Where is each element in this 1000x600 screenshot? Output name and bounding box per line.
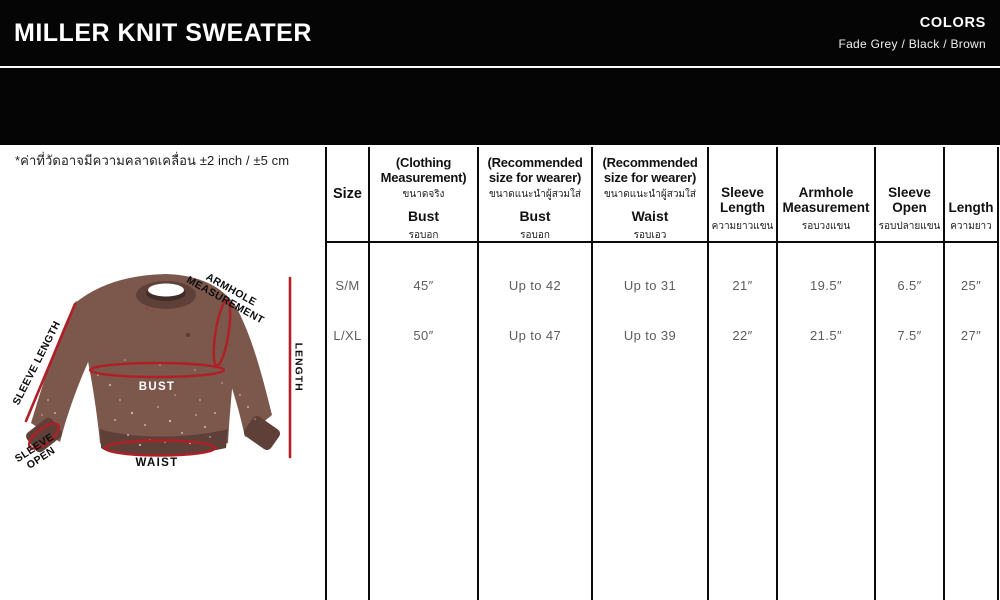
column-sleeve-length: Sleeve Length ความยาวแขน 21″ 22″ — [707, 147, 776, 600]
collar-pin — [151, 309, 155, 313]
bust-header-th: รอบอก — [520, 229, 550, 241]
value-sm-size: S/M — [335, 277, 360, 293]
sleeve-open-ellipse — [27, 422, 61, 450]
sweater-illustration — [24, 274, 292, 459]
sleeve-length-header-th: ความยาวแขน — [711, 221, 774, 232]
waist-label: WAIST — [135, 457, 179, 469]
column-length: Length ความยาว 25″ 27″ — [943, 147, 999, 600]
value-sm-recommended-bust: Up to 42 — [508, 277, 562, 293]
waist-header-th: รอบเอว — [633, 229, 667, 241]
value-lxl-sleeve-open: 7.5″ — [897, 327, 922, 343]
waist-ellipse — [103, 439, 217, 457]
column-clothing-bust: (Clothing Measurement) ขนาดจริง Bust รอบ… — [368, 147, 477, 600]
bust-label: BUST — [138, 381, 176, 393]
clothing-measurement-title-th: ขนาดจริง — [402, 189, 445, 201]
length-header: Length ความยาว — [945, 147, 997, 243]
header-top-row: MILLER KNIT SWEATER COLORS Fade Grey / B… — [0, 0, 1000, 68]
size-chart-table: Size S/M L/XL (Clothing Measurement) ขนา… — [325, 147, 999, 600]
armhole-header-th: รอบวงแขน — [801, 221, 851, 232]
value-sm-clothing-bust: 45″ — [413, 277, 434, 293]
armhole-header-label: Armhole Measurement — [782, 184, 870, 215]
length-label: LENGTH — [292, 342, 305, 392]
recommended-size-title: (Recommended size for wearer) — [487, 155, 583, 185]
sleeve-open-header-th: รอบปลายแขน — [878, 221, 941, 232]
sleeve-length-line — [24, 302, 77, 423]
sleeve-open-header: Sleeve Open รอบปลายแขน — [876, 147, 943, 243]
column-armhole: Armhole Measurement รอบวงแขน 19.5″ 21.5″ — [776, 147, 874, 600]
sleeve-length-header: Sleeve Length ความยาวแขน — [709, 147, 776, 243]
clothing-measurement-title: (Clothing Measurement) — [380, 155, 467, 185]
waist-header: Waist — [631, 208, 669, 225]
colors-label: COLORS — [919, 15, 986, 31]
measurement-disclaimer: *ค่าที่วัดอาจมีความคลาดเคลื่อน ±2 inch /… — [15, 153, 290, 168]
length-header-label: Length — [948, 199, 994, 215]
column-recommended-bust: (Recommended size for wearer) ขนาดแนะนำผ… — [477, 147, 591, 600]
bust-header: Bust — [519, 208, 551, 225]
column-sleeve-open: Sleeve Open รอบปลายแขน 6.5″ 7.5″ — [874, 147, 943, 600]
sweater-collar-opening — [148, 283, 184, 297]
value-sm-armhole: 19.5″ — [810, 277, 842, 293]
sweater-speckles — [41, 359, 256, 447]
value-sm-sleeve-open: 6.5″ — [897, 277, 922, 293]
value-lxl-length: 27″ — [960, 327, 982, 343]
sweater-measurement-diagram: ARMHOLE MEASUREMENT SLEEVE LENGTH SLEEVE… — [0, 145, 325, 600]
colors-info: COLORS Fade Grey / Black / Brown — [838, 15, 986, 51]
value-lxl-size: L/XL — [333, 327, 362, 343]
bust-ellipse — [88, 361, 226, 379]
sweater-left-sleeve — [31, 301, 98, 442]
value-lxl-recommended-waist: Up to 39 — [623, 327, 677, 343]
clothing-bust-header: (Clothing Measurement) ขนาดจริง Bust รอบ… — [370, 147, 477, 243]
value-lxl-clothing-bust: 50″ — [413, 327, 434, 343]
sweater-left-cuff — [26, 417, 62, 453]
value-sm-length: 25″ — [960, 277, 982, 293]
column-recommended-waist: (Recommended size for wearer) ขนาดแนะนำผ… — [591, 147, 707, 600]
length-header-th: ความยาว — [950, 221, 992, 232]
value-sm-sleeve-length: 21″ — [732, 277, 753, 293]
bust-header: Bust — [407, 208, 440, 225]
size-header-label: Size — [332, 186, 362, 202]
recommended-size-title-th: ขนาดแนะนำผู้สวมใส่ — [603, 189, 697, 201]
recommended-size-title-th: ขนาดแนะนำผู้สวมใส่ — [488, 189, 582, 201]
colors-value: Fade Grey / Black / Brown — [838, 37, 986, 51]
recommended-bust-header: (Recommended size for wearer) ขนาดแนะนำผ… — [479, 147, 591, 243]
page-title: MILLER KNIT SWEATER — [14, 18, 312, 47]
sleeve-open-header-label: Sleeve Open — [888, 184, 931, 215]
page-header: MILLER KNIT SWEATER COLORS Fade Grey / B… — [0, 0, 1000, 145]
value-lxl-sleeve-length: 22″ — [732, 327, 753, 343]
chest-emblem — [185, 332, 191, 338]
recommended-waist-header: (Recommended size for wearer) ขนาดแนะนำผ… — [593, 147, 707, 243]
value-sm-recommended-waist: Up to 31 — [623, 277, 677, 293]
recommended-size-title: (Recommended size for wearer) — [602, 155, 698, 185]
collar-pin — [145, 306, 149, 310]
armhole-ellipse — [212, 299, 232, 367]
value-lxl-recommended-bust: Up to 47 — [508, 327, 562, 343]
sweater-right-cuff — [243, 415, 281, 451]
column-size: Size S/M L/XL — [325, 147, 368, 600]
size-column-header: Size — [327, 147, 368, 243]
sleeve-length-header-label: Sleeve Length — [720, 184, 765, 215]
bust-header-th: รอบอก — [408, 229, 439, 241]
armhole-header: Armhole Measurement รอบวงแขน — [778, 147, 874, 243]
value-lxl-armhole: 21.5″ — [810, 327, 842, 343]
sweater-hem-band — [100, 429, 228, 457]
